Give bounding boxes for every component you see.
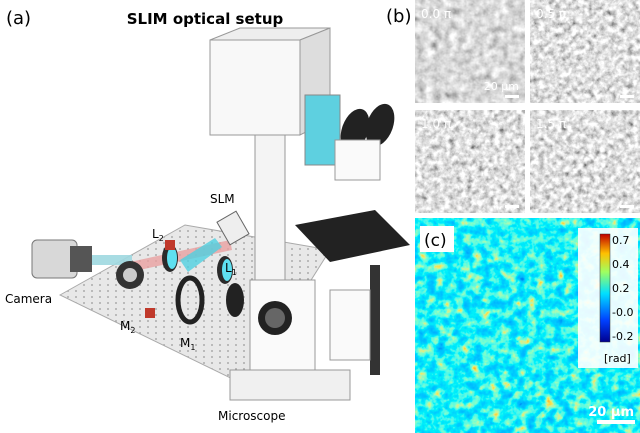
colorbar-tick-label: 0.7 <box>612 234 630 247</box>
colorbar-tick-label: 0.4 <box>612 258 630 271</box>
figure: (a) SLIM optical setup SLM L2 L1 Camera … <box>0 0 640 433</box>
setup-schematic <box>32 28 410 400</box>
panel-tag: (b) <box>386 6 411 27</box>
scale-bar <box>505 95 519 98</box>
l2-label: L2 <box>152 227 164 243</box>
colorbar-tick-label: -0.0 <box>612 306 633 319</box>
slm-label: SLM <box>210 192 235 206</box>
phase-label: 0.0 π <box>421 7 451 21</box>
phase-map: (c) 0.7 0.4 0.2 -0.0 -0.2 [rad] 20 μm <box>415 218 640 433</box>
scale-bar <box>505 205 519 208</box>
phase-label: 0.5 π <box>536 7 566 21</box>
panel-tag: (c) <box>424 231 447 251</box>
colorbar-tick-label: 0.2 <box>612 282 630 295</box>
colorbar-tick-label: -0.2 <box>612 330 633 343</box>
phase-label: 1.0 π <box>421 117 451 131</box>
unit-label: [rad] <box>604 352 631 365</box>
panel-tag: (a) <box>6 8 31 29</box>
microscope-label: Microscope <box>218 409 286 423</box>
scale-bar-label: 20 μm <box>484 80 519 93</box>
scale-bar-label: 20 μm <box>588 405 634 420</box>
phase-label: 1.5 π <box>536 117 566 131</box>
panel-title: SLIM optical setup <box>127 10 284 28</box>
scale-bar <box>620 95 634 98</box>
scale-bar <box>597 420 635 424</box>
camera-label: Camera <box>5 292 52 306</box>
colorbar <box>600 234 610 342</box>
phase-images: 0.0 π 0.5 π 1.0 π 1.5 π 20 μm <box>415 0 640 213</box>
scale-bar <box>620 205 634 208</box>
